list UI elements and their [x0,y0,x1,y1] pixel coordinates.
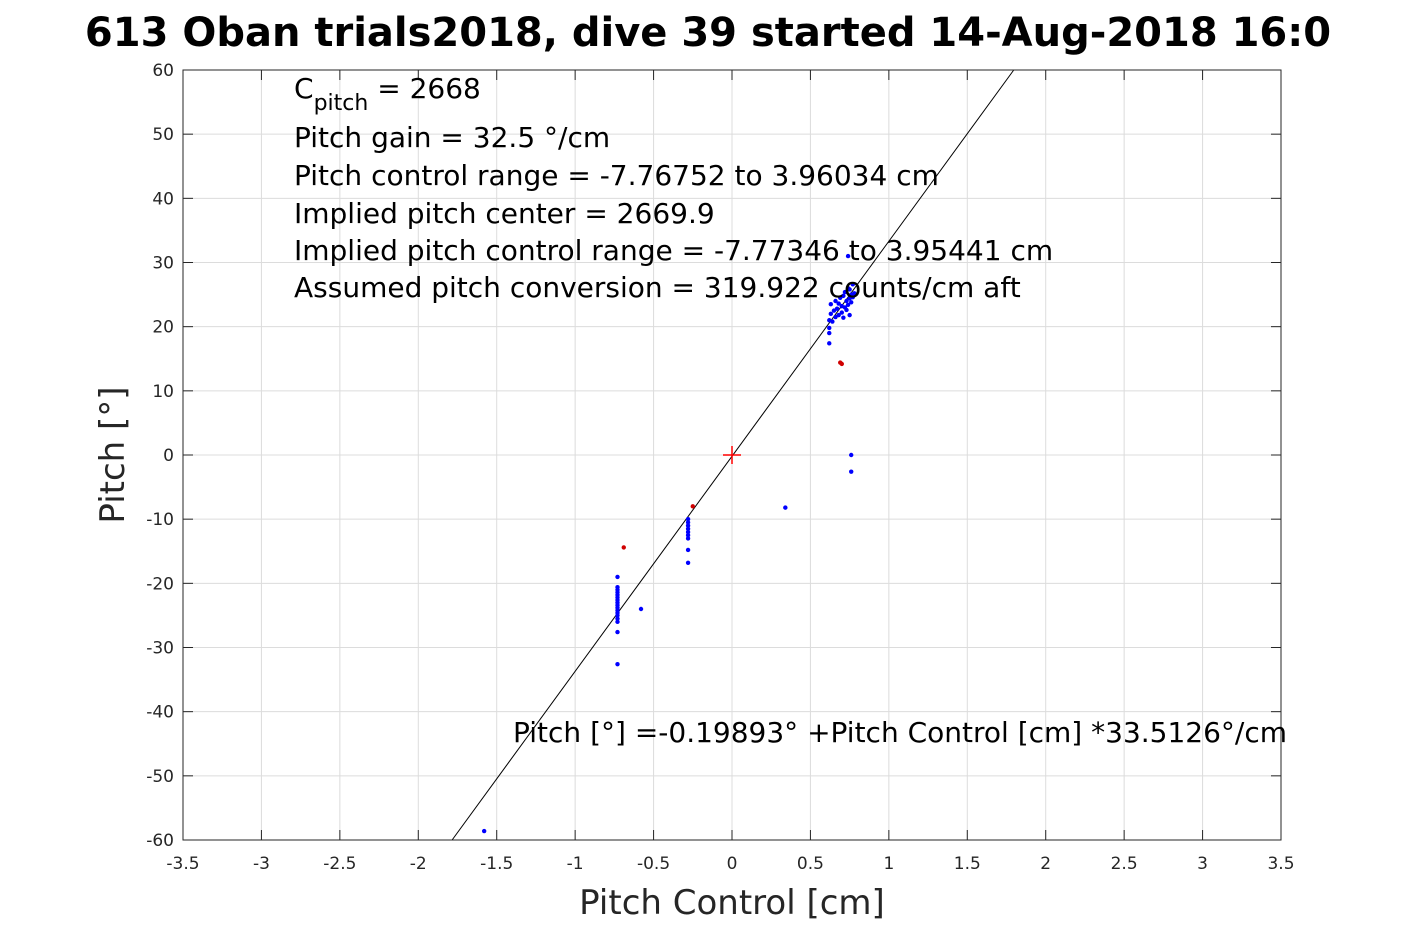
y-tick-label: -30 [146,639,174,659]
c-pitch-subscript: pitch [314,91,369,116]
data-point [615,629,620,635]
y-tick-label: 0 [163,446,174,466]
data-point [685,520,691,525]
x-axis-label: Pitch Control [cm] [579,883,885,923]
data-point [685,516,691,522]
data-point [685,529,691,535]
data-point [850,294,855,300]
y-tick-label: 10 [152,382,174,402]
c-pitch-symbol: C [294,72,314,105]
y-tick-labels: -60 -50 -40 -30 -20 -10 0 10 20 30 40 50 60 [146,61,174,851]
center-marker [723,446,741,464]
x-tick-label: -3.5 [166,854,199,874]
data-point [685,533,691,538]
data-point [839,310,844,315]
data-point [638,606,644,612]
data-point [852,291,857,296]
data-point [850,282,855,287]
data-point [615,616,620,621]
y-tick-label: -50 [146,767,174,787]
y-tick-label: 60 [152,61,174,81]
y-tick-label: 40 [152,189,174,209]
c-pitch-value: = 2668 [368,72,481,105]
data-point [830,319,835,324]
data-point [834,306,840,311]
y-axis-label: Pitch [°] [93,386,133,523]
data-point [685,526,691,531]
data-point [615,584,620,590]
data-point [685,547,691,553]
flagged-data-point [839,361,844,367]
x-tick-label: 2 [1040,854,1051,874]
data-point [847,287,852,292]
y-tick-label: 50 [152,125,174,145]
data-point [827,341,832,346]
data-point [849,300,854,305]
data-point [847,312,852,318]
data-points [481,253,857,834]
data-point [685,536,691,541]
data-point [845,253,851,259]
data-point [849,469,854,474]
annotation-line-1: Pitch gain = 32.5 °/cm [294,121,610,154]
x-tick-label: 1 [883,854,894,874]
data-point [685,523,691,528]
data-point [833,298,838,304]
data-point [827,330,832,336]
data-point [783,505,788,510]
x-tick-label: 0.5 [797,854,824,874]
data-point [844,307,849,313]
annotation-line-2: Pitch control range = -7.76752 to 3.9603… [294,159,939,192]
flagged-data-point [690,504,695,509]
data-point [841,293,846,299]
y-tick-label: -20 [146,574,174,594]
x-tick-label: -0.5 [637,854,670,874]
data-point [841,315,846,320]
x-tick-label: -2 [410,854,427,874]
x-tick-label: -2.5 [323,854,356,874]
y-tick-label: 20 [152,318,174,338]
fit-equation: Pitch [°] =-0.19893° +Pitch Control [cm]… [513,716,1287,749]
data-point [685,560,691,565]
y-tick-label: 30 [152,254,174,274]
annotation-c-pitch: Cpitch = 2668 [294,72,481,116]
chart-title: 613 Oban trials2018, dive 39 started 14-… [85,10,1331,56]
data-point [481,828,487,834]
x-tick-label: 2.5 [1111,854,1138,874]
annotation-line-4: Implied pitch control range = -7.77346 t… [294,234,1053,267]
data-point [828,302,834,307]
data-point [828,311,834,317]
data-point [836,312,841,318]
data-point [615,661,620,667]
y-tick-label: -60 [146,831,174,851]
data-point [845,302,851,308]
x-tick-label: 3 [1197,854,1208,874]
x-tick-label: -1.5 [480,854,513,874]
y-tick-label: -10 [146,510,174,530]
plot-frame [182,69,1282,841]
annotation-line-3: Implied pitch center = 2669.9 [294,197,715,230]
data-point [615,619,620,625]
annotation-block: Cpitch = 2668 Pitch gain = 32.5 °/cm Pit… [294,72,1287,749]
x-tick-label: 1.5 [954,854,981,874]
x-tick-label: 0 [727,854,738,874]
x-tick-labels: -3.5 -3 -2.5 -2 -1.5 -1 -0.5 0 0.5 1 1.5 2 2.5 3 3.5 [166,854,1294,874]
flagged-data-point [621,545,626,550]
data-point [836,301,841,306]
x-tick-label: -3 [253,854,270,874]
x-tick-label: -1 [567,854,584,874]
data-point [842,289,848,295]
y-tick-label: -40 [146,703,174,723]
annotation-line-5: Assumed pitch conversion = 319.922 count… [294,271,1021,304]
x-tick-label: 3.5 [1267,854,1294,874]
data-point [615,574,620,580]
data-point [849,452,854,458]
data-point [844,298,849,304]
data-point [827,325,832,331]
